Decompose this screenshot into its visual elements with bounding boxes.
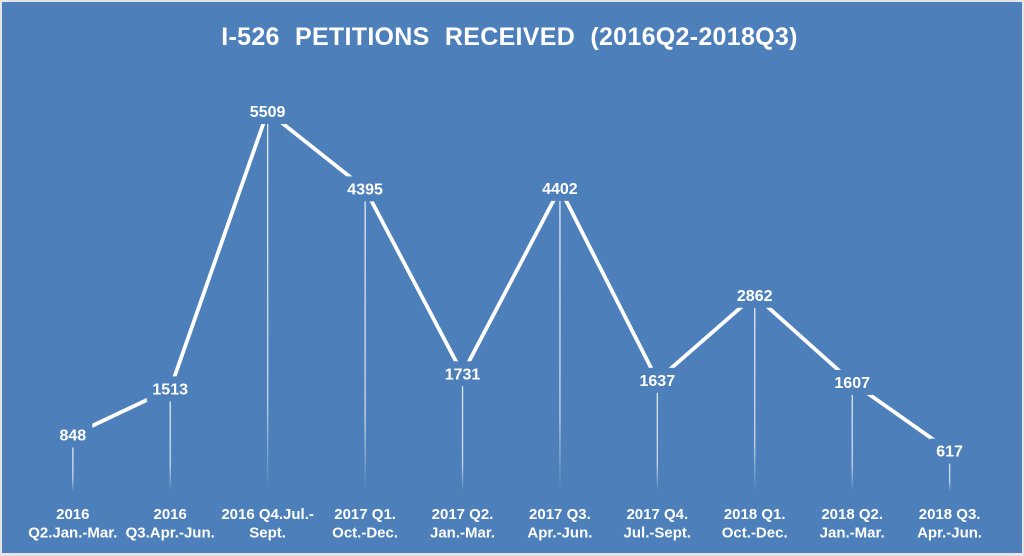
svg-text:1513: 1513 (152, 382, 188, 399)
svg-text:2017 Q3.Apr.-Jun.: 2017 Q3. Apr.-Jun. (527, 506, 592, 542)
svg-text:2862: 2862 (737, 288, 773, 305)
svg-text:4395: 4395 (347, 182, 383, 199)
svg-text:2018 Q1.Oct.-Dec.: 2018 Q1. Oct.-Dec. (722, 506, 788, 542)
svg-text:4402: 4402 (542, 181, 578, 198)
svg-text:2017 Q1.Oct.-Dec.: 2017 Q1. Oct.-Dec. (332, 506, 398, 542)
svg-text:848: 848 (59, 428, 86, 445)
svg-text:2018 Q2.Jan.-Mar.: 2018 Q2. Jan.-Mar. (820, 506, 885, 542)
svg-text:617: 617 (936, 444, 963, 461)
svg-text:2017 Q2.Jan.-Mar.: 2017 Q2. Jan.-Mar. (430, 506, 495, 542)
svg-text:5509: 5509 (250, 104, 286, 121)
svg-text:I-526 PETITIONS RECEIVED (2016: I-526 PETITIONS RECEIVED (2016Q2-2018Q3) (221, 23, 798, 51)
svg-text:2016 Q4.Jul.-Sept.: 2016 Q4.Jul.-Sept. (221, 506, 314, 542)
svg-text:1637: 1637 (640, 373, 676, 390)
svg-text:2016Q2.Jan.-Mar.: 2016 Q2.Jan.-Mar. (28, 506, 117, 542)
svg-text:1731: 1731 (445, 366, 481, 383)
svg-text:2018 Q3.Apr.-Jun.: 2018 Q3. Apr.-Jun. (917, 506, 982, 542)
svg-text:2017 Q4.Jul.-Sept.: 2017 Q4. Jul.-Sept. (624, 506, 692, 542)
svg-text:1607: 1607 (834, 375, 870, 392)
